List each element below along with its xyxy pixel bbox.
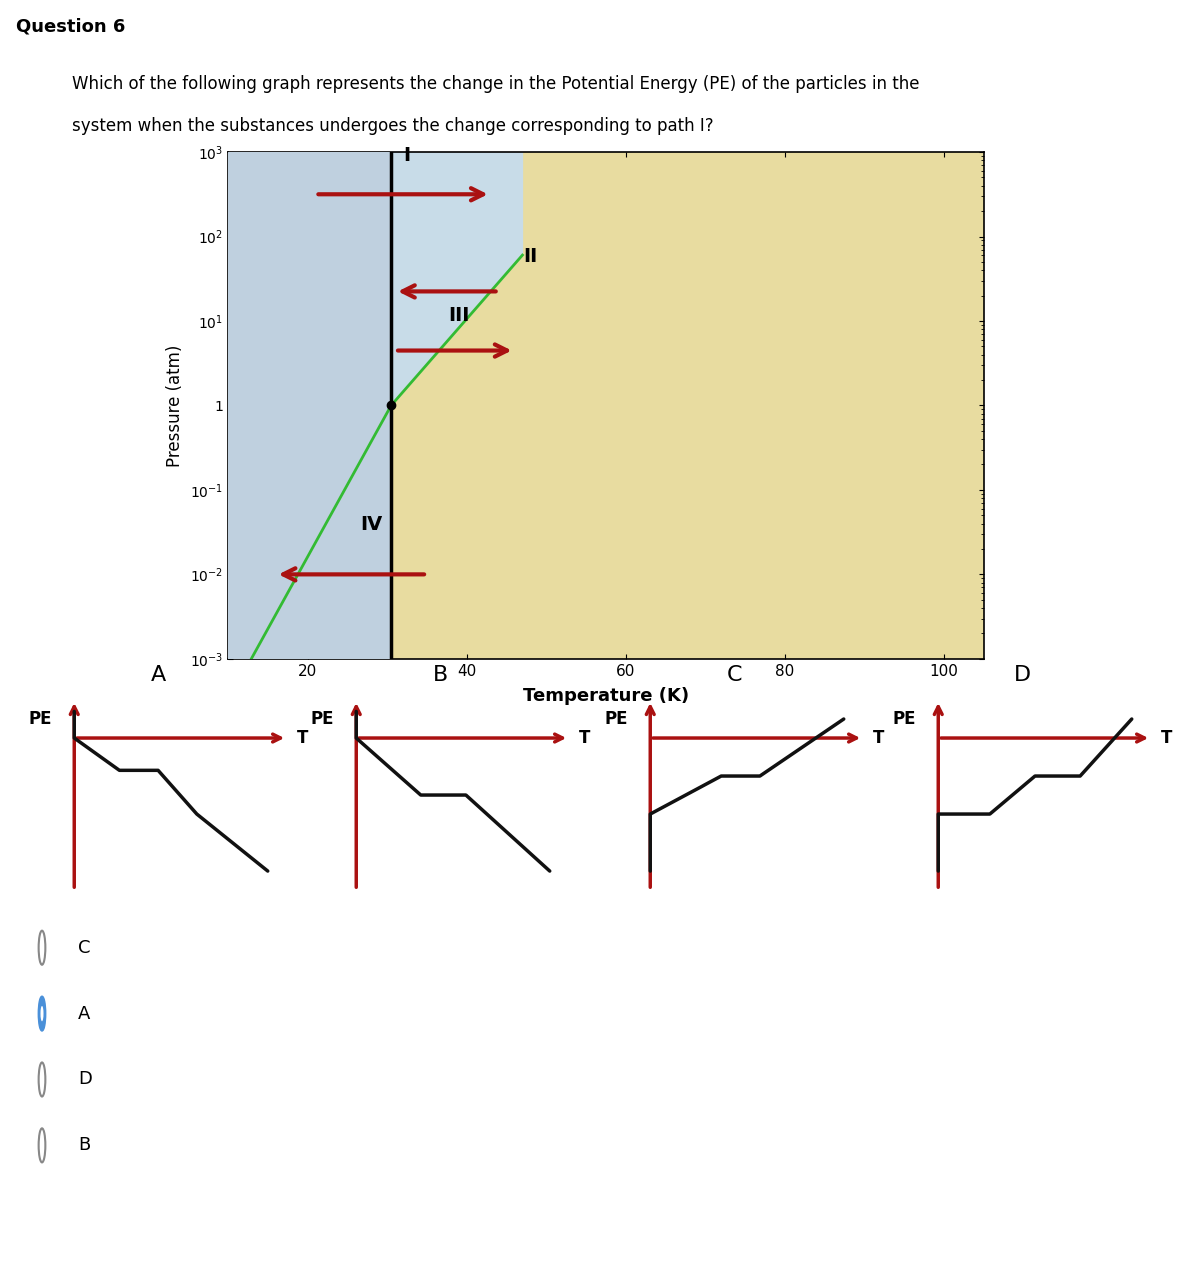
Text: D: D	[1014, 665, 1031, 684]
Text: T: T	[296, 729, 308, 748]
Text: PE: PE	[28, 710, 52, 729]
Polygon shape	[228, 152, 391, 659]
Text: PE: PE	[892, 710, 916, 729]
Text: III: III	[448, 307, 469, 326]
Text: PE: PE	[604, 710, 628, 729]
Text: C: C	[726, 665, 742, 684]
Polygon shape	[228, 152, 391, 659]
Text: T: T	[578, 729, 590, 748]
Text: A: A	[150, 665, 166, 684]
Circle shape	[38, 1063, 46, 1096]
Text: B: B	[78, 1136, 90, 1154]
Text: system when the substances undergoes the change corresponding to path I?: system when the substances undergoes the…	[72, 117, 714, 134]
Y-axis label: Pressure (atm): Pressure (atm)	[167, 345, 185, 466]
Text: IV: IV	[360, 516, 383, 535]
Text: I: I	[403, 147, 410, 166]
Text: C: C	[78, 939, 90, 957]
Text: T: T	[872, 729, 884, 748]
Text: B: B	[432, 665, 448, 684]
Text: A: A	[78, 1005, 90, 1022]
X-axis label: Temperature (K): Temperature (K)	[523, 687, 689, 704]
Circle shape	[38, 1129, 46, 1162]
Text: II: II	[523, 247, 538, 266]
Circle shape	[38, 997, 46, 1030]
Text: T: T	[1160, 729, 1172, 748]
Polygon shape	[391, 152, 522, 405]
Text: PE: PE	[310, 710, 334, 729]
Circle shape	[41, 1006, 43, 1021]
Text: Question 6: Question 6	[16, 18, 125, 35]
Text: D: D	[78, 1071, 92, 1088]
Circle shape	[38, 931, 46, 964]
Text: Which of the following graph represents the change in the Potential Energy (PE) : Which of the following graph represents …	[72, 75, 919, 92]
